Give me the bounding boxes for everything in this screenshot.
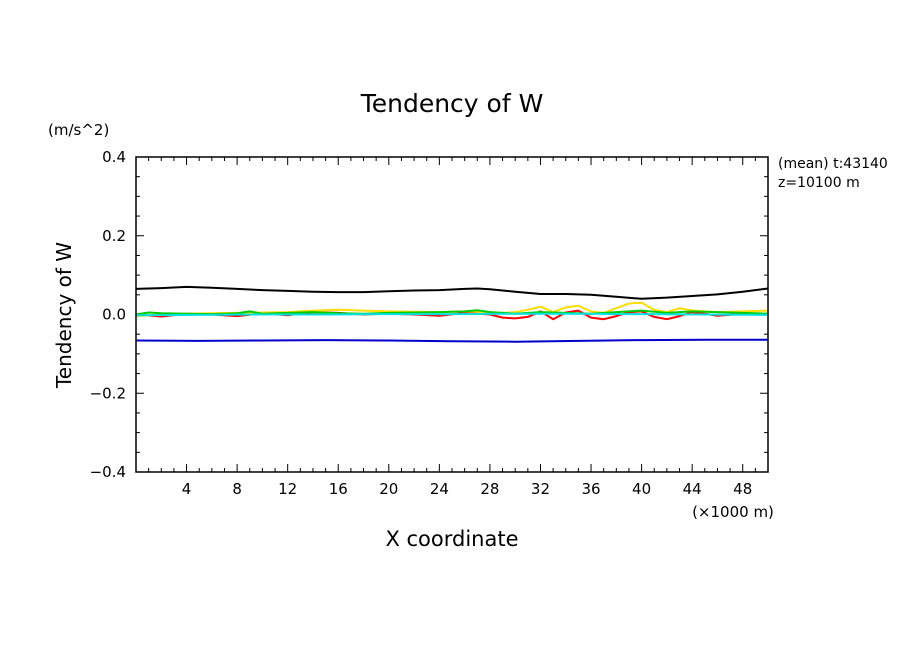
x-axis-label: X coordinate <box>385 527 518 551</box>
series-line-5 <box>135 309 769 316</box>
series-line-2 <box>135 338 768 343</box>
x-tick-label: 8 <box>232 480 242 498</box>
series-line-6 <box>135 312 769 317</box>
x-tick-label: 20 <box>379 480 398 498</box>
y-tick-label: 0.2 <box>102 227 126 245</box>
x-tick-label: 24 <box>430 480 449 498</box>
x-tick-label: 40 <box>632 480 651 498</box>
y-unit-label: (m/s^2) <box>48 121 109 139</box>
y-axis-label: Tendency of W <box>52 242 76 389</box>
x-tick-label: 48 <box>733 480 752 498</box>
x-tick-label: 32 <box>531 480 550 498</box>
x-tick-label: 4 <box>182 480 192 498</box>
y-tick-label: 0.4 <box>102 148 126 166</box>
axes: 4 8 12 16 20 24 28 32 36 40 44 48−0.4−0.20.00.20.4 <box>90 148 768 498</box>
plot-frame <box>135 156 769 473</box>
y-tick-label: 0.0 <box>102 306 126 324</box>
x-tick-label: 16 <box>329 480 348 498</box>
x-unit-label: (×1000 m) <box>692 503 774 521</box>
x-tick-label: 12 <box>278 480 297 498</box>
y-tick-label: −0.2 <box>90 384 126 402</box>
series-lines <box>135 285 769 343</box>
x-tick-label: 36 <box>581 480 600 498</box>
x-tick-label: 44 <box>683 480 702 498</box>
chart-title: Tendency of W <box>360 89 544 118</box>
y-tick-label: −0.4 <box>90 463 126 481</box>
series-line-1 <box>135 285 769 300</box>
x-tick-label: 28 <box>480 480 499 498</box>
annotation-line-2: z=10100 m <box>778 175 860 191</box>
annotation-line-1: (mean) t:43140 <box>778 156 888 172</box>
